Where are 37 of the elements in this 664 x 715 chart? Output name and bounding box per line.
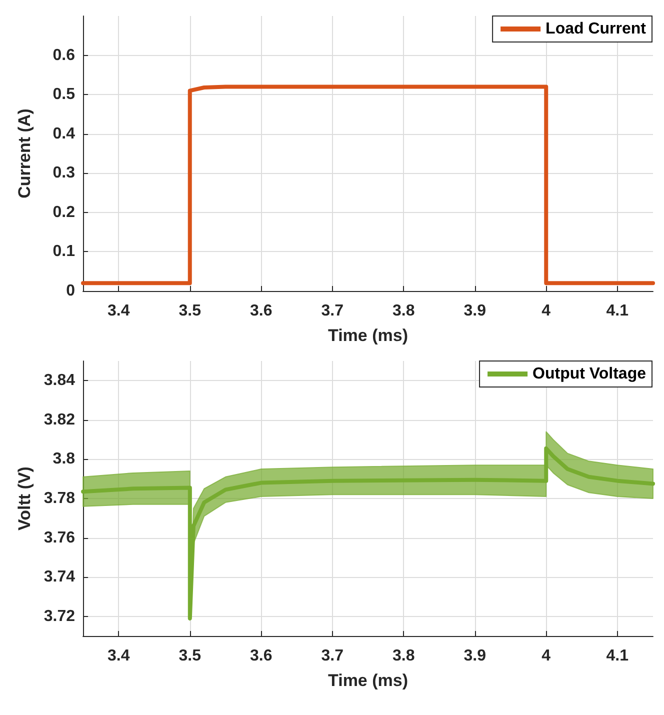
x-tick-label: 3.9 [464, 648, 486, 664]
y-tick-label: 3.76 [44, 529, 76, 546]
x-tick-label: 4 [542, 648, 551, 664]
y-tick-label: 3.72 [44, 608, 76, 625]
y-tick-label: 0 [66, 282, 76, 300]
y-tick-label: 0.5 [52, 86, 76, 104]
x-tick-label: 3.5 [178, 648, 202, 664]
x-tick-label: 3.4 [108, 302, 130, 320]
y-tick-label: 0.1 [52, 243, 76, 260]
line-series [81, 84, 655, 286]
x-axis-title: Time (ms) [328, 671, 408, 690]
y-tick-label: 3.84 [44, 372, 76, 390]
x-tick-label: 4.1 [606, 648, 629, 664]
x-tick-label: 3.8 [392, 648, 415, 664]
x-tick-label: 4 [542, 302, 551, 320]
y-tick-label: 0.2 [52, 204, 76, 221]
x-tick-label: 3.6 [250, 302, 272, 320]
legend-label: Load Current [546, 20, 647, 38]
y-tick-label: 3.82 [44, 411, 76, 428]
y-tick-label: 0.4 [52, 125, 76, 142]
x-tick-label: 4.1 [606, 302, 629, 320]
y-tick-label: 0.3 [52, 164, 76, 182]
y-axis-title: Current (A) [15, 108, 34, 198]
y-tick-label: 3.8 [52, 450, 76, 468]
x-tick-label: 3.8 [392, 302, 415, 320]
x-tick-label: 3.5 [178, 302, 202, 320]
y-tick-label: 0.6 [52, 46, 76, 64]
x-tick-label: 3.4 [108, 648, 130, 664]
legend-label: Output Voltage [532, 366, 646, 382]
x-tick-label: 3.7 [321, 302, 344, 320]
y-tick-label: 3.78 [44, 490, 76, 507]
y-tick-label: 3.74 [44, 568, 76, 586]
x-tick-label: 3.7 [321, 648, 344, 664]
x-tick-label: 3.9 [464, 302, 486, 320]
x-axis-title: Time (ms) [328, 326, 408, 345]
y-axis-title: Voltt (V) [15, 466, 34, 530]
x-tick-label: 3.6 [250, 648, 272, 664]
